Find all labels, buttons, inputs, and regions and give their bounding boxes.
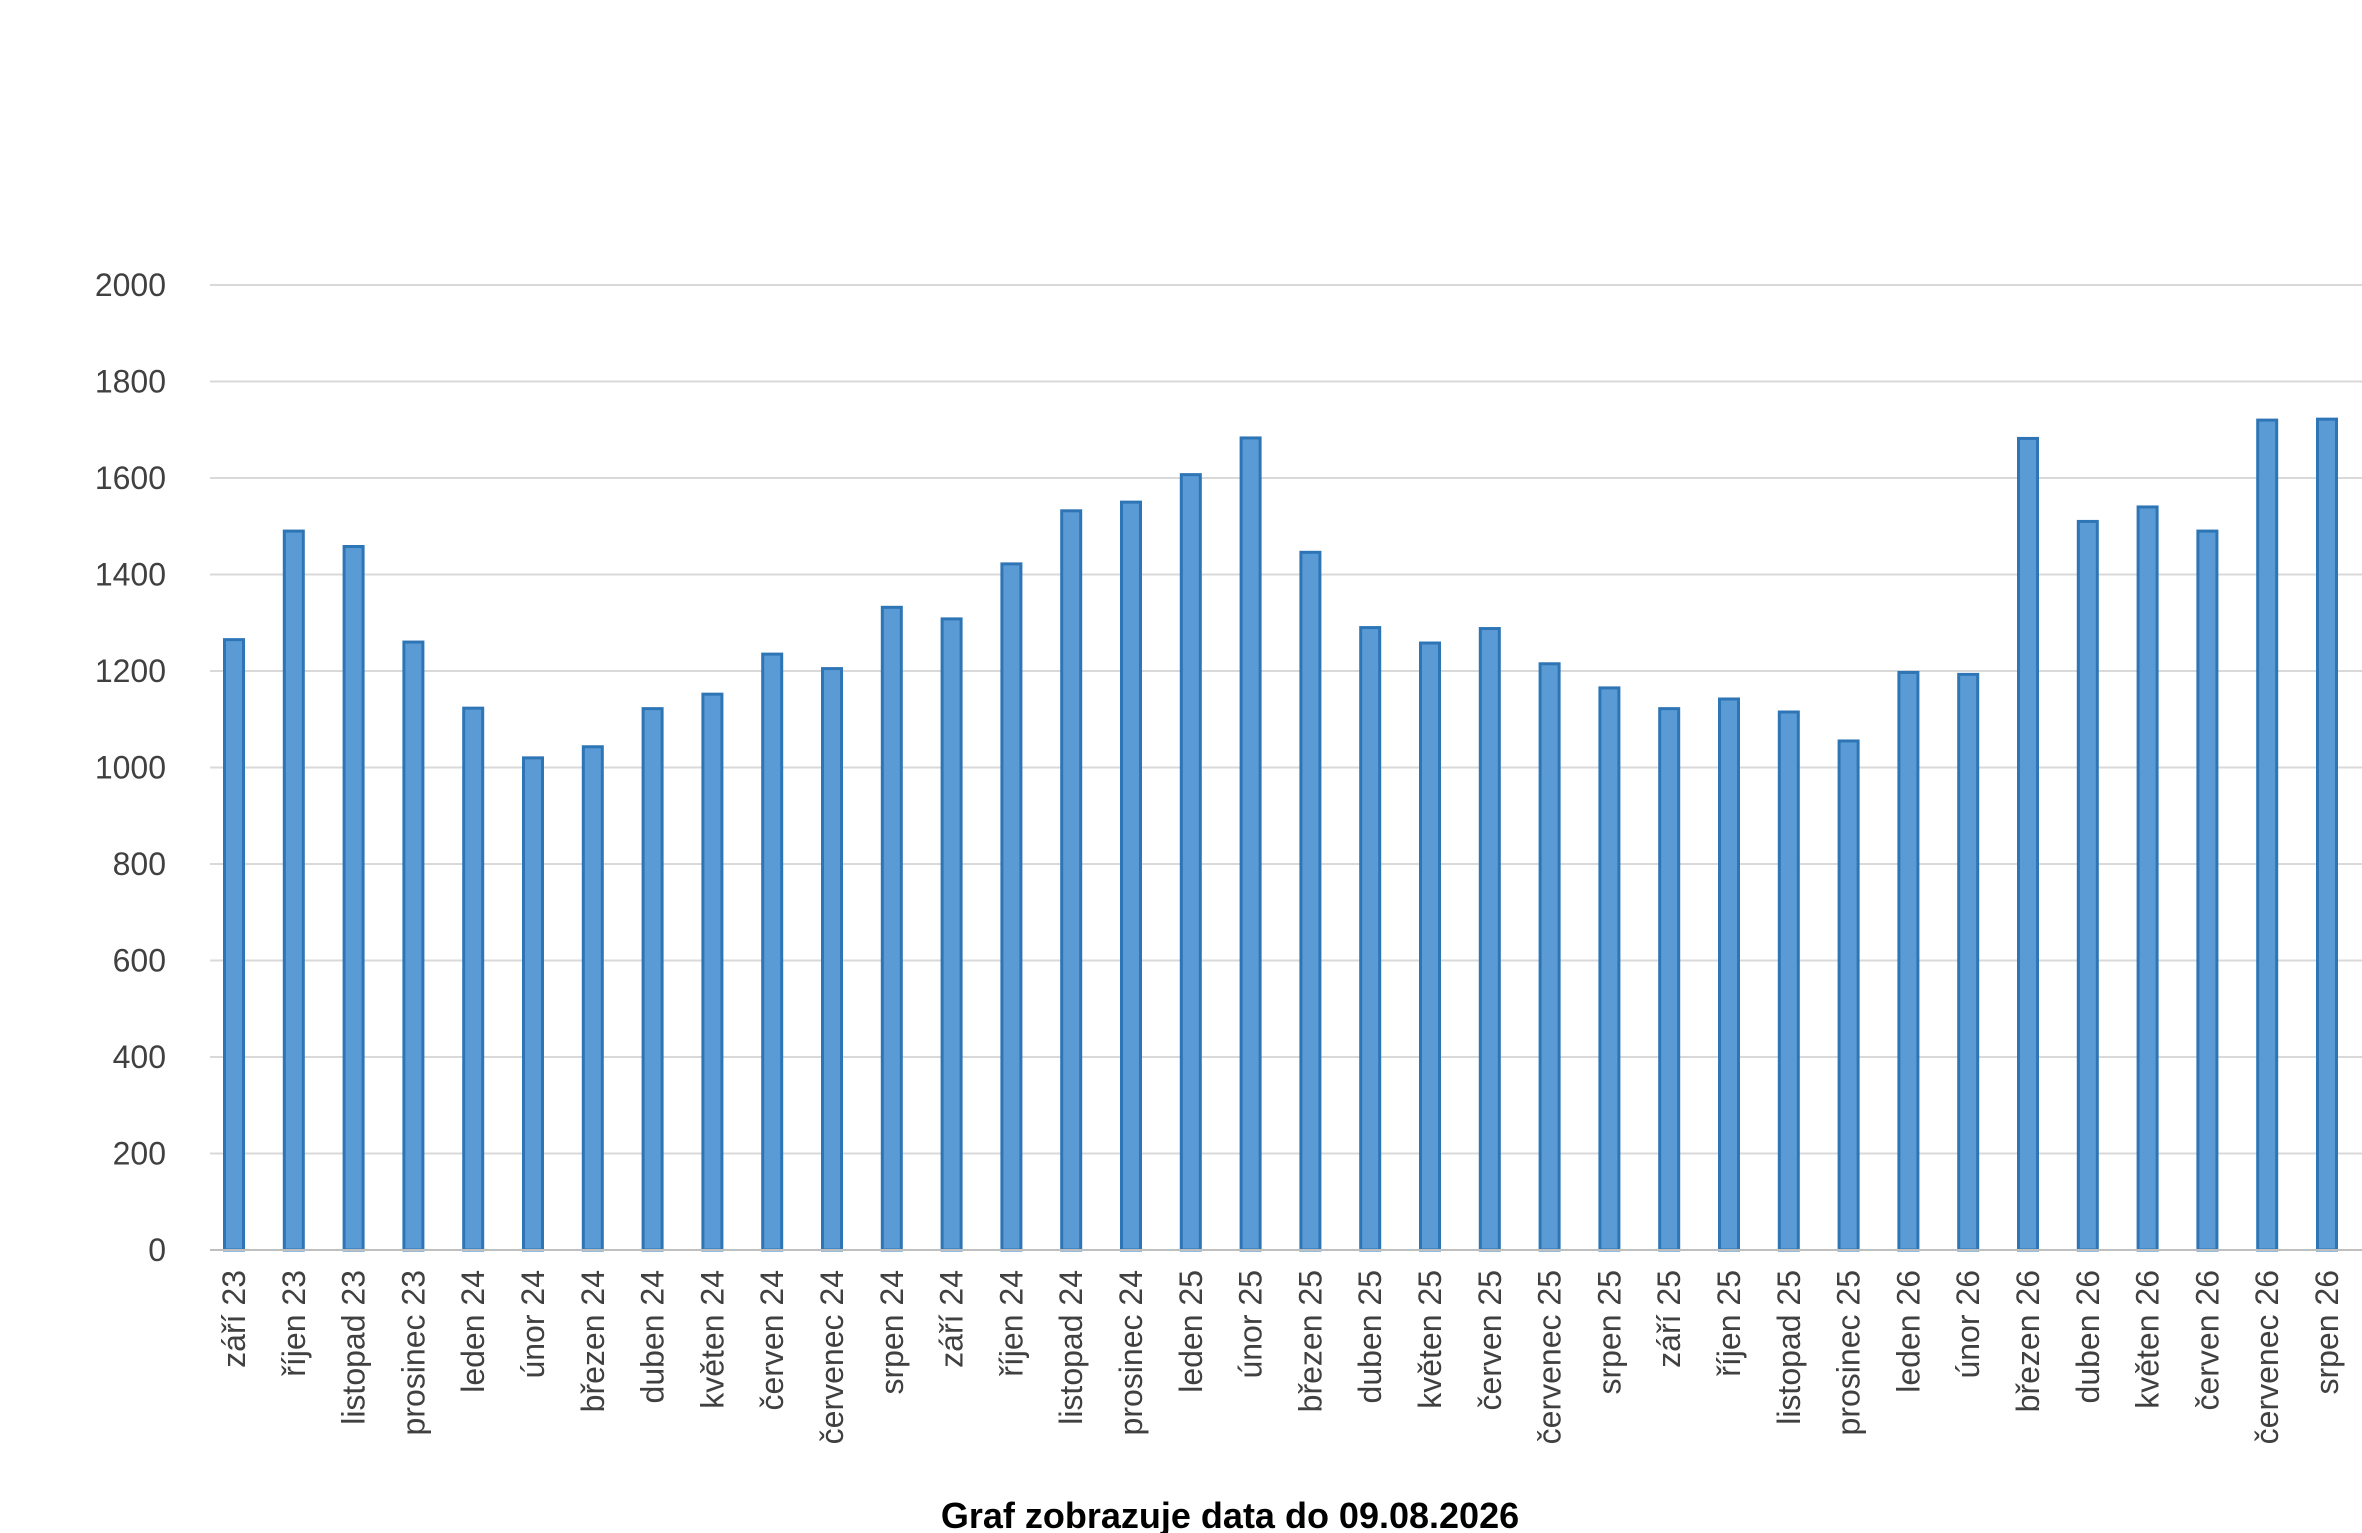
x-category-label: únor 26 [1950,1270,1986,1379]
x-category-label: červenec 24 [814,1270,850,1444]
x-category-label: březen 26 [2010,1270,2046,1412]
y-tick-label: 0 [148,1232,166,1268]
bar [1777,710,1800,1252]
y-axis-tick-labels: 0 200 400 600 800 1000 1200 1400 1600 1800 2000 [95,267,166,1268]
bar [1837,739,1860,1252]
bar [1538,662,1561,1252]
bar [701,692,724,1252]
bar [821,667,843,1252]
bar [581,745,604,1252]
x-category-label: srpen 26 [2309,1270,2345,1395]
x-category-label: červenec 26 [2249,1270,2285,1444]
bar [1718,697,1740,1252]
bar [1179,473,1202,1252]
bar [761,652,784,1252]
x-category-label: říjen 23 [276,1270,312,1377]
x-category-label: leden 25 [1173,1270,1209,1393]
x-category-label: červen 26 [2189,1270,2225,1411]
chart-caption: Graf zobrazuje data do 09.08.2026 [941,1495,1519,1533]
x-category-label: prosinec 24 [1113,1270,1149,1435]
bar [2076,519,2099,1252]
y-tick-label: 600 [113,943,166,979]
y-tick-label: 200 [113,1136,166,1172]
bar [1299,550,1322,1252]
x-category-label: srpen 25 [1591,1270,1627,1395]
bar [1658,707,1681,1252]
y-tick-label: 400 [113,1039,166,1075]
y-tick-label: 1200 [95,653,166,689]
x-category-label: únor 25 [1233,1270,1269,1379]
x-category-label: září 25 [1651,1270,1687,1368]
bar [880,605,903,1252]
x-category-label: květen 25 [1412,1270,1448,1409]
bar [1060,509,1083,1252]
x-category-label: září 24 [934,1270,970,1368]
y-tick-label: 1400 [95,557,166,593]
bar [223,638,245,1252]
bar [282,529,305,1252]
x-category-label: únor 24 [515,1270,551,1379]
x-category-label: prosinec 25 [1831,1270,1867,1435]
bar [2196,529,2219,1252]
x-category-label: listopad 24 [1053,1270,1089,1425]
bar [2316,417,2338,1252]
bar [402,640,425,1252]
bar [1000,562,1023,1252]
x-category-label: říjen 25 [1711,1270,1747,1377]
x-category-label: prosinec 23 [395,1270,431,1435]
bar [2256,418,2279,1252]
bar [1957,672,1980,1252]
x-category-label: květen 24 [694,1270,730,1409]
y-tick-label: 1000 [95,750,166,786]
x-category-label: září 23 [216,1270,252,1368]
x-category-label: květen 26 [2130,1270,2166,1409]
x-category-label: listopad 25 [1771,1270,1807,1425]
bar [1419,641,1441,1252]
y-tick-label: 1800 [95,364,166,400]
bar [2136,505,2159,1252]
bar [1239,436,1262,1252]
y-tick-label: 1600 [95,460,166,496]
y-tick-label: 800 [113,846,166,882]
bar [1359,626,1382,1252]
x-category-label: duben 26 [2070,1270,2106,1403]
x-category-label: duben 24 [635,1270,671,1403]
y-tick-label: 2000 [95,267,166,303]
bar [1598,686,1621,1252]
x-category-label: leden 26 [1890,1270,1926,1393]
x-category-label: březen 24 [575,1270,611,1412]
x-category-label: srpen 24 [874,1270,910,1395]
x-category-label: červen 24 [754,1270,790,1411]
x-category-label: leden 24 [455,1270,491,1393]
bar [342,545,365,1252]
bar [1897,670,1920,1252]
x-category-label: červenec 25 [1532,1270,1568,1444]
x-category-label: listopad 23 [336,1270,372,1425]
bar [1120,500,1142,1252]
bar [641,707,664,1252]
x-axis-category-labels: září 23 říjen 23 listopad 23 prosinec 23 led… [216,1270,2345,1444]
x-category-label: březen 25 [1292,1270,1328,1412]
x-category-label: říjen 24 [993,1270,1029,1377]
bar [462,706,485,1252]
x-category-label: duben 25 [1352,1270,1388,1403]
bar [1478,627,1501,1252]
bar [522,756,544,1252]
gridlines [210,284,2362,1155]
bar [940,617,963,1252]
bar [2017,436,2039,1252]
bars [223,417,2338,1252]
x-category-label: červen 25 [1472,1270,1508,1411]
